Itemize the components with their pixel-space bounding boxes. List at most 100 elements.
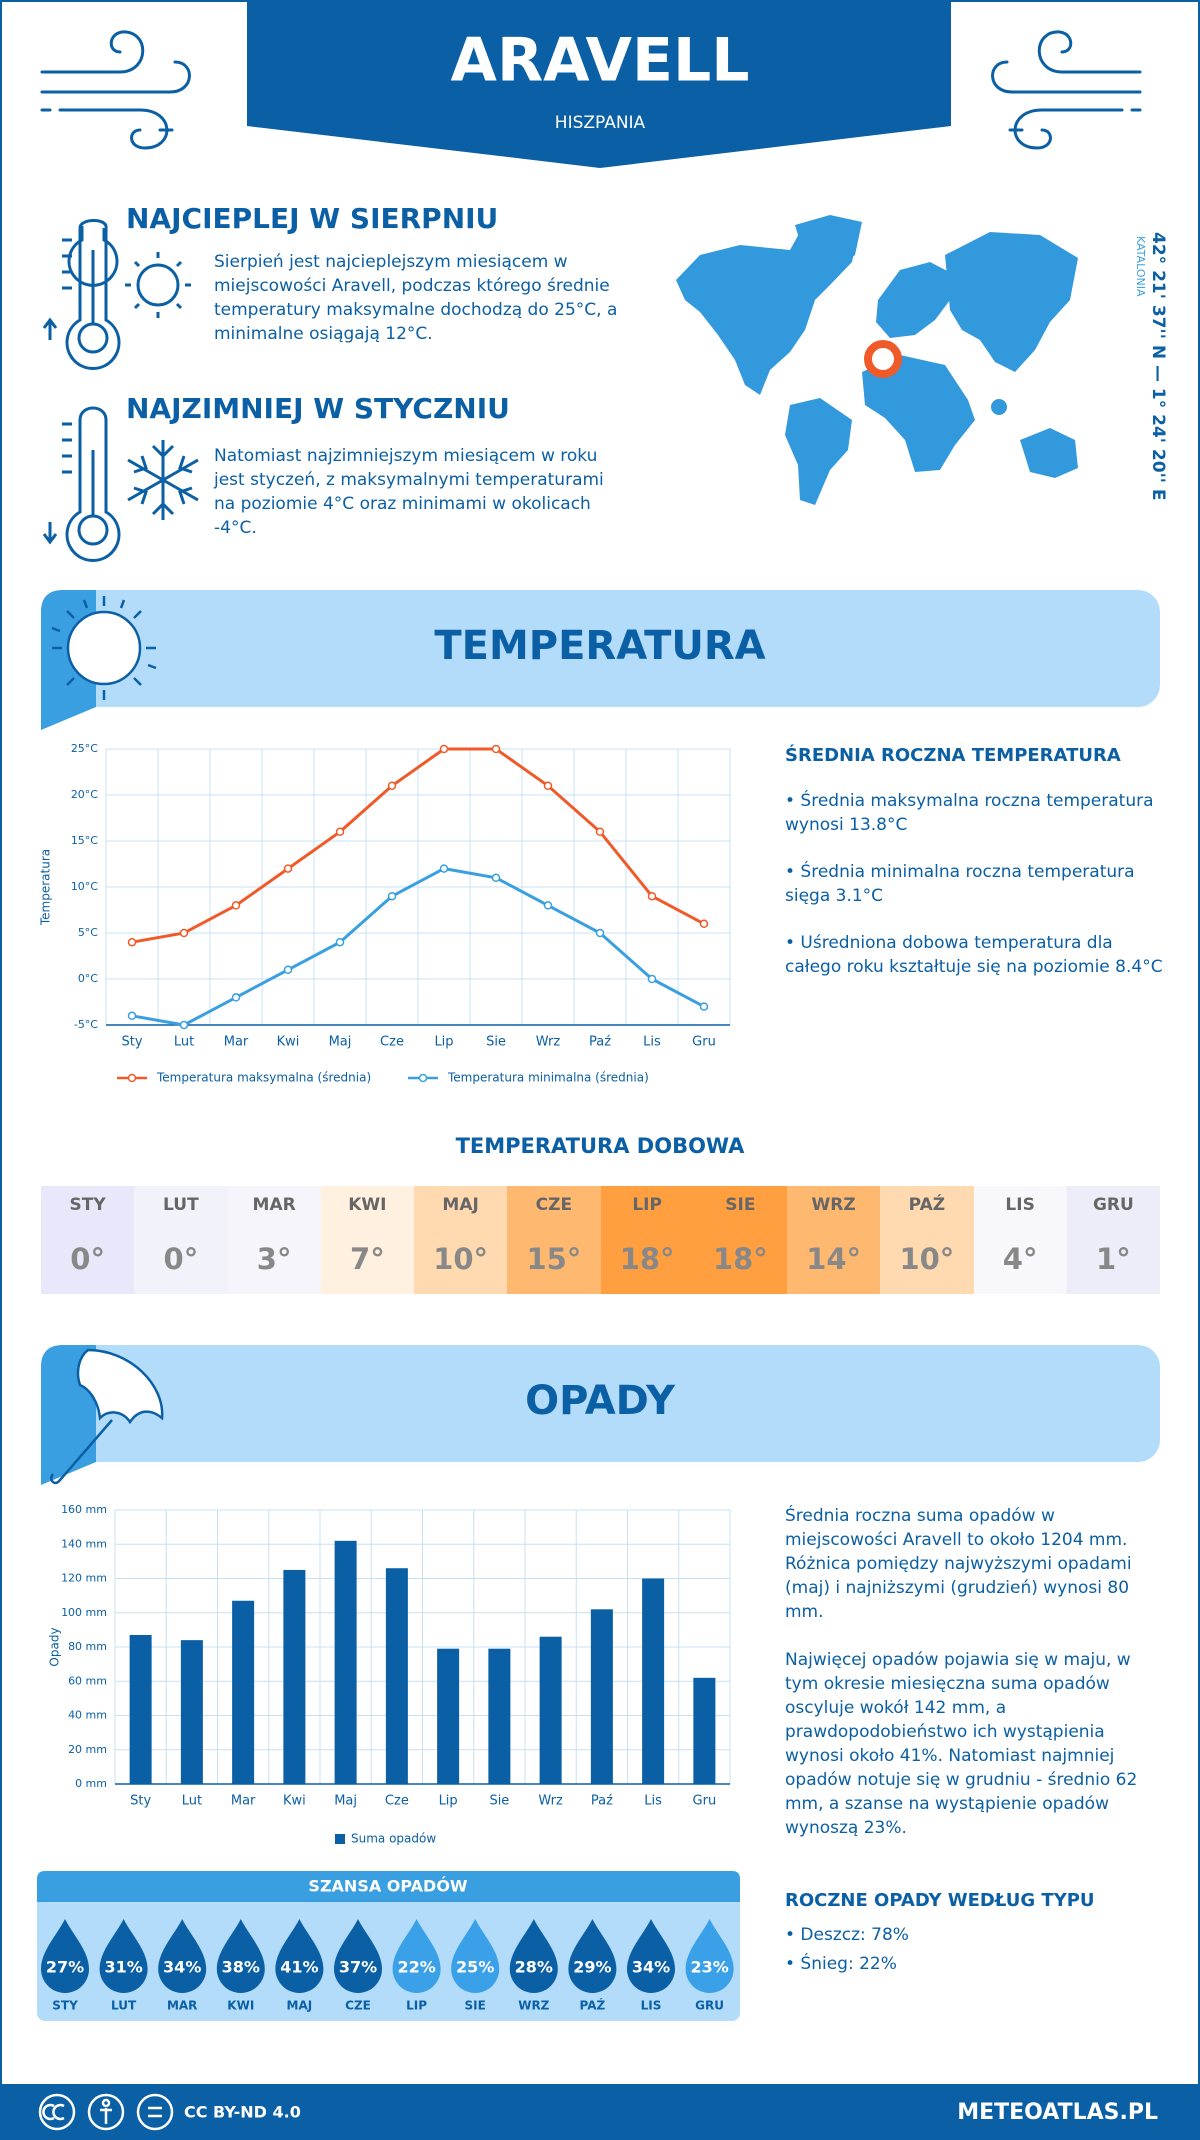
header-banner bbox=[247, 0, 951, 168]
daily-value: 10° bbox=[899, 1242, 955, 1276]
precipitation-banner bbox=[41, 1345, 1160, 1462]
drop bbox=[392, 1919, 441, 1994]
point bbox=[179, 928, 189, 938]
point bbox=[543, 781, 553, 791]
y-tick-label: 40 mm bbox=[68, 1709, 107, 1722]
y-tick-label: 100 mm bbox=[61, 1606, 107, 1619]
daily-value: 4° bbox=[1002, 1242, 1038, 1276]
y-tick-label: 80 mm bbox=[68, 1640, 107, 1653]
wind-icon-right bbox=[991, 30, 1142, 150]
daily-month: SIE bbox=[725, 1195, 756, 1215]
daily-title: TEMPERATURA DOBOWA bbox=[456, 1134, 746, 1158]
chance-value: 34% bbox=[163, 1958, 201, 1977]
point bbox=[647, 974, 657, 984]
x-tick-label: Wrz bbox=[538, 1794, 563, 1809]
bar bbox=[385, 1568, 408, 1784]
y-tick-label: 160 mm bbox=[61, 1503, 107, 1516]
daily-month: CZE bbox=[535, 1195, 573, 1215]
chance-month: SIE bbox=[465, 1999, 486, 2013]
wind-icon-left bbox=[40, 30, 191, 150]
x-tick-label: Lis bbox=[643, 1035, 661, 1050]
chance-value: 37% bbox=[339, 1958, 377, 1977]
legend-marker bbox=[418, 1073, 428, 1083]
temperature-banner bbox=[41, 590, 1160, 707]
point bbox=[543, 901, 553, 910]
chance-value: 29% bbox=[573, 1958, 611, 1977]
chance-month: MAR bbox=[167, 1999, 197, 2013]
point bbox=[491, 873, 501, 883]
stat: • Średnia maksymalna roczna temperatura … bbox=[785, 791, 1154, 835]
legend-marker bbox=[127, 1073, 137, 1083]
precip-text: Średnia roczna suma opadów w miejscowośc… bbox=[785, 1506, 1132, 1622]
bar bbox=[488, 1648, 511, 1784]
x-tick-label: Kwi bbox=[277, 1035, 300, 1050]
bar bbox=[334, 1540, 357, 1784]
point bbox=[699, 1002, 709, 1011]
sun-icon bbox=[51, 596, 157, 700]
y-axis-title: Temperatura bbox=[39, 849, 53, 926]
stat: • Uśredniona dobowa temperatura dla całe… bbox=[785, 933, 1163, 977]
drop bbox=[41, 1919, 89, 1993]
line bbox=[131, 867, 705, 1027]
drop bbox=[334, 1919, 382, 1993]
chance-month: KWI bbox=[227, 1999, 254, 2013]
x-tick-label: Lip bbox=[439, 1794, 458, 1809]
y-tick-label: 0 mm bbox=[75, 1777, 107, 1790]
daily-month: LIS bbox=[1005, 1195, 1035, 1215]
chance-value: 22% bbox=[397, 1958, 435, 1977]
chance-value: 34% bbox=[632, 1958, 670, 1977]
bar bbox=[642, 1578, 665, 1784]
x-tick-label: Mar bbox=[224, 1035, 249, 1050]
point bbox=[439, 744, 449, 754]
daily-value: 10° bbox=[433, 1242, 489, 1276]
daily-month: WRZ bbox=[811, 1195, 856, 1215]
chance-value: 23% bbox=[690, 1958, 728, 1977]
bar bbox=[539, 1636, 562, 1784]
drop bbox=[627, 1919, 675, 1993]
point bbox=[179, 1020, 189, 1030]
daily-value: 18° bbox=[619, 1242, 675, 1276]
chance-value: 38% bbox=[222, 1958, 260, 1977]
x-tick-label: Sty bbox=[121, 1035, 142, 1050]
bar bbox=[693, 1677, 716, 1784]
coldest-title: NAJZIMNIEJ W STYCZNIU bbox=[126, 392, 510, 425]
chance-month: MAJ bbox=[287, 1999, 313, 2013]
x-tick-label: Cze bbox=[385, 1794, 409, 1809]
type-item: • Śnieg: 22% bbox=[785, 1954, 897, 1974]
chance-value: 25% bbox=[456, 1958, 494, 1977]
footer bbox=[0, 2084, 1200, 2140]
legend-label: Temperatura maksymalna (średnia) bbox=[156, 1071, 371, 1085]
daily-column: WRZ 14° bbox=[787, 1186, 881, 1294]
chance-month: LUT bbox=[111, 1999, 137, 2013]
x-tick-label: Maj bbox=[329, 1035, 352, 1050]
chance-month: LIS bbox=[641, 1999, 662, 2013]
coordinates: 42° 21' 37'' N — 1° 24' 20'' E bbox=[1148, 232, 1168, 501]
daily-column: LUT 0° bbox=[134, 1186, 228, 1294]
y-tick-label: -5°C bbox=[74, 1018, 98, 1031]
chance-title: SZANSA OPADÓW bbox=[308, 1877, 468, 1896]
daily-column: STY 0° bbox=[41, 1186, 135, 1294]
daily-value: 0° bbox=[70, 1242, 105, 1276]
daily-value: 18° bbox=[712, 1242, 768, 1276]
x-tick-label: Cze bbox=[380, 1035, 404, 1050]
license-icons bbox=[38, 2093, 174, 2131]
x-tick-label: Lis bbox=[644, 1794, 662, 1809]
chance-month: PAŹ bbox=[580, 1998, 606, 2013]
precip-text: Najwięcej opadów pojawia się w maju, w t… bbox=[785, 1650, 1138, 1838]
y-tick-label: 15°C bbox=[71, 834, 98, 847]
daily-column: MAJ 10° bbox=[414, 1186, 508, 1294]
x-tick-label: Paź bbox=[589, 1035, 611, 1050]
chance-month: STY bbox=[52, 1999, 78, 2013]
drop bbox=[158, 1919, 207, 1994]
daily-month: LUT bbox=[163, 1195, 199, 1215]
point bbox=[283, 965, 293, 975]
legend-label: Suma opadów bbox=[351, 1832, 436, 1846]
x-tick-label: Gru bbox=[693, 1794, 717, 1809]
drop bbox=[451, 1919, 500, 1994]
chance-header bbox=[37, 1871, 740, 1902]
y-axis-title: Opady bbox=[48, 1627, 62, 1666]
point bbox=[335, 937, 345, 947]
daily-month: STY bbox=[69, 1195, 106, 1215]
bar bbox=[590, 1609, 613, 1784]
